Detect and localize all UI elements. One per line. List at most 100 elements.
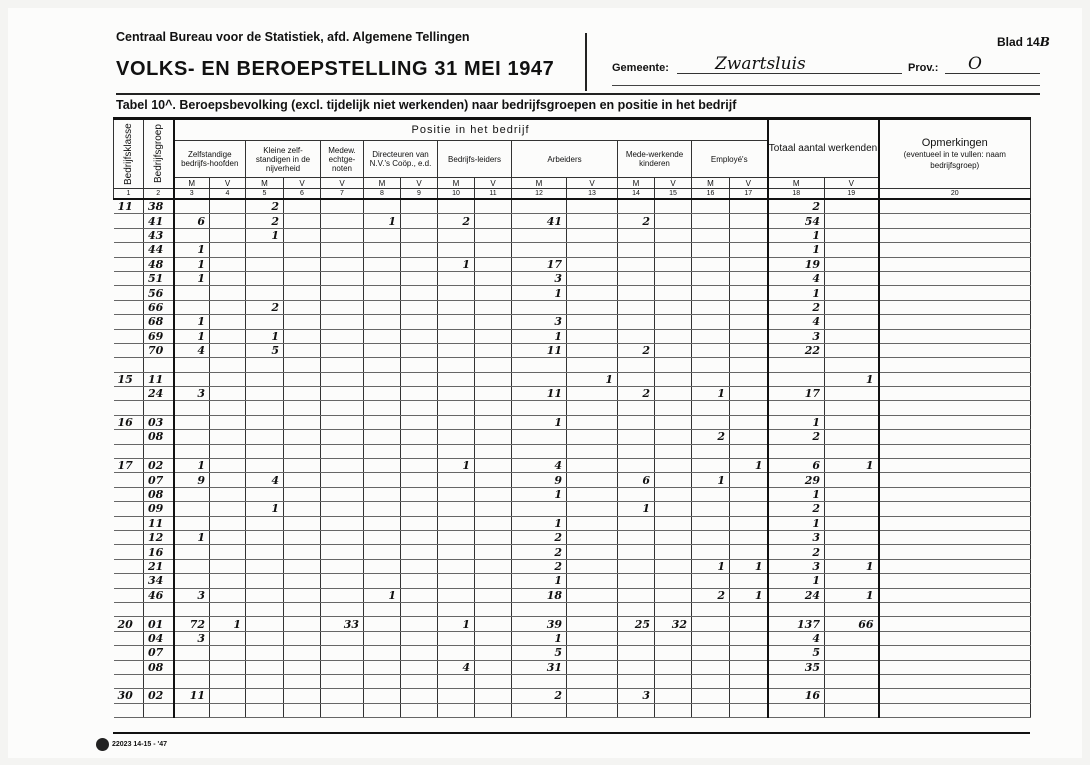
cell-col-5: 4 (245, 472, 284, 488)
cell-col-9 (400, 702, 438, 719)
cell-col-12: 1 (511, 486, 567, 503)
cell-col-17 (729, 573, 768, 589)
cell-bedrijfsklasse: 30 (113, 688, 144, 704)
col-number: 9 (400, 188, 438, 200)
cell-col-4: 1 (209, 616, 246, 632)
cell-col-20 (877, 529, 1032, 546)
col-number: 3 (172, 188, 210, 200)
cell-bedrijfsklasse (113, 630, 144, 647)
cell-col-11 (474, 630, 512, 647)
cell-col-12: 3 (511, 314, 567, 330)
cell-col-9 (400, 414, 438, 431)
cell-col-13 (566, 458, 618, 474)
cell-col-15 (654, 314, 692, 330)
cell-col-7 (320, 486, 364, 503)
table-row: 44 1 1 (113, 242, 1032, 258)
cell-col-16 (691, 659, 730, 675)
cell-col-12 (511, 357, 567, 373)
cell-col-19 (823, 213, 880, 229)
cell-col-7 (320, 414, 364, 431)
cell-col-7 (320, 213, 364, 229)
cell-col-14: 25 (617, 616, 655, 632)
cell-col-6 (283, 371, 321, 388)
col-number: 14 (617, 188, 655, 200)
prov-value: O (968, 54, 982, 74)
col-number: 10 (437, 188, 475, 200)
cell-col-5: 1 (245, 328, 284, 344)
table-row: 16 03 1 1 (113, 414, 1032, 431)
cell-col-15 (654, 256, 692, 272)
cell-col-7 (320, 645, 364, 661)
prov-label: Prov.: (908, 62, 939, 74)
cell-col-16 (691, 601, 730, 618)
cell-col-8 (363, 314, 401, 330)
cell-col-5 (245, 573, 284, 589)
cell-col-20 (877, 587, 1032, 603)
cell-col-18: 5 (766, 645, 825, 661)
cell-col-10 (437, 342, 475, 359)
cell-col-14 (617, 357, 655, 373)
footer: 22023 14-15 - '47 (96, 738, 167, 751)
cell-col-4 (209, 342, 246, 359)
cell-col-3 (172, 299, 210, 316)
cell-col-5 (245, 242, 284, 258)
cell-col-19 (823, 198, 880, 215)
cell-col-16 (691, 529, 730, 546)
cell-bedrijfsgroep: 07 (143, 645, 174, 661)
col-bedrijfsgroep: Bedrijfsgroep (143, 117, 174, 189)
cell-col-15 (654, 458, 692, 474)
cell-bedrijfsklasse (113, 544, 144, 560)
cell-col-7 (320, 443, 364, 460)
cell-col-6 (283, 299, 321, 316)
cell-col-11 (474, 645, 512, 661)
blad-suffix: B (1039, 35, 1050, 49)
cell-col-18: 3 (766, 558, 825, 575)
cell-col-5 (245, 544, 284, 560)
cell-col-10 (437, 371, 475, 388)
cell-col-6 (283, 198, 321, 215)
cell-col-11 (474, 227, 512, 244)
cell-col-7 (320, 328, 364, 344)
cell-col-11 (474, 472, 512, 488)
cell-col-12: 11 (511, 386, 567, 402)
cell-col-8 (363, 242, 401, 258)
cell-col-6 (283, 285, 321, 301)
cell-col-12: 2 (511, 544, 567, 560)
cell-col-6 (283, 601, 321, 618)
cell-col-9 (400, 198, 438, 215)
cell-col-15 (654, 558, 692, 575)
cell-col-6 (283, 515, 321, 531)
cell-col-8 (363, 688, 401, 704)
cell-col-16 (691, 357, 730, 373)
cell-col-19 (823, 486, 880, 503)
cell-col-18: 4 (766, 630, 825, 647)
cell-col-19: 1 (823, 587, 880, 603)
cell-bedrijfsgroep: 41 (143, 213, 174, 229)
col-group-directeuren: Directeuren van N.V.'s Coöp., e.d. (363, 140, 438, 178)
cell-col-19: 66 (823, 616, 880, 632)
cell-col-11 (474, 198, 512, 215)
cell-col-12 (511, 198, 567, 215)
printer-logo-icon (96, 738, 109, 751)
table-row: 16 2 2 (113, 544, 1032, 560)
cell-col-3 (172, 558, 210, 575)
table-row (113, 443, 1032, 460)
cell-col-16 (691, 285, 730, 301)
census-table: Bedrijfsklasse Bedrijfsgroep Positie in … (113, 117, 1032, 719)
cell-bedrijfsklasse (113, 213, 144, 229)
cell-col-9 (400, 630, 438, 647)
cell-col-8 (363, 659, 401, 675)
sheet-number: Blad 14B (997, 35, 1050, 49)
cell-col-4 (209, 501, 246, 517)
cell-col-20 (877, 688, 1032, 704)
cell-col-11 (474, 443, 512, 460)
cell-col-12 (511, 242, 567, 258)
cell-bedrijfsklasse (113, 573, 144, 589)
cell-col-3 (172, 414, 210, 431)
table-row: 07 5 5 (113, 645, 1032, 661)
cell-bedrijfsklasse (113, 443, 144, 460)
cell-col-17: 1 (729, 458, 768, 474)
cell-col-13 (566, 328, 618, 344)
cell-col-10 (437, 314, 475, 330)
cell-col-16 (691, 515, 730, 531)
